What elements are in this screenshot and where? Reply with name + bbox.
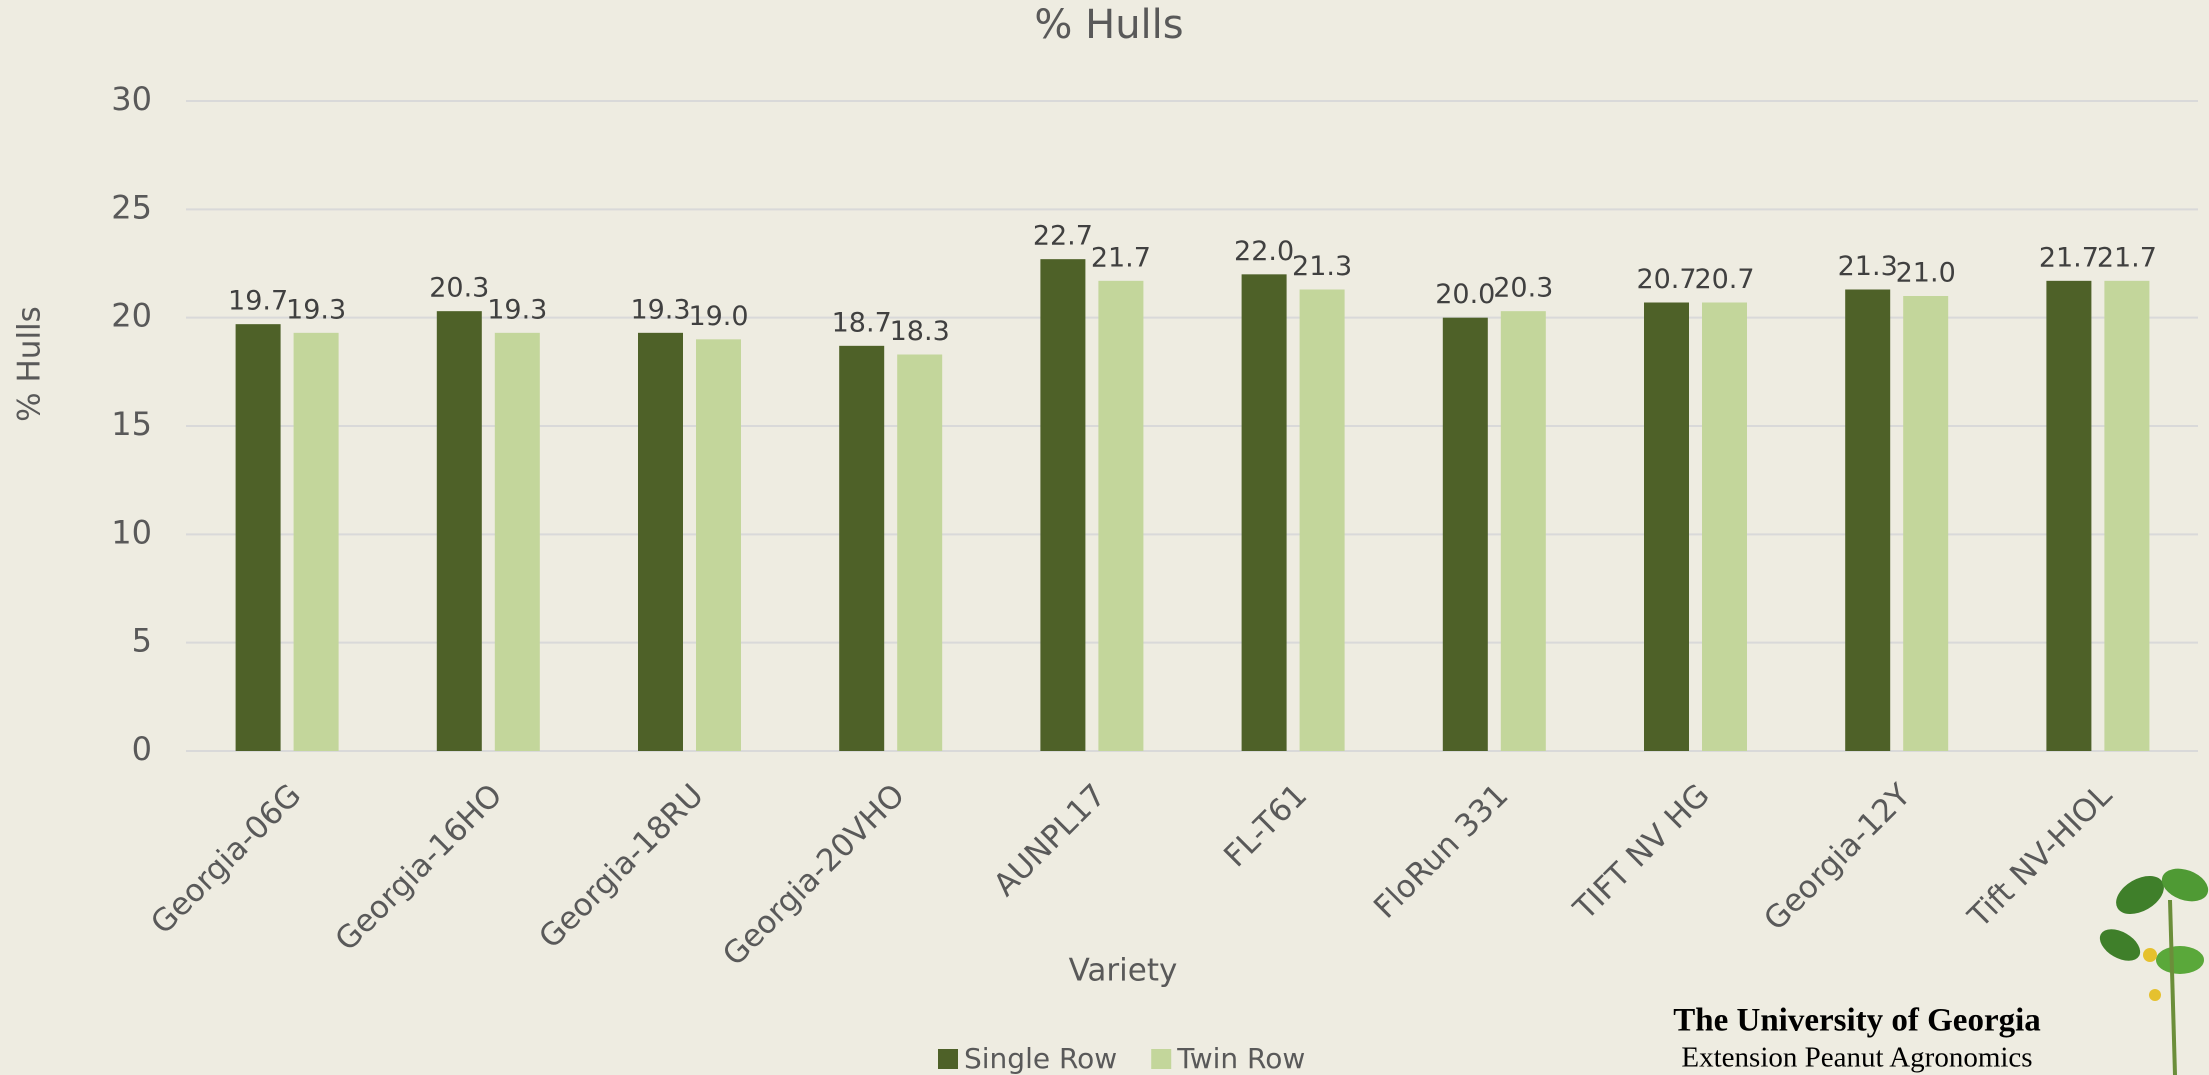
y-tick-label: 20: [111, 297, 152, 335]
bar: [1845, 290, 1890, 752]
data-label: 21.7: [1091, 242, 1151, 273]
bar: [437, 311, 482, 751]
y-axis-label: % Hulls: [12, 306, 48, 422]
data-label: 19.3: [286, 294, 346, 325]
bar: [1242, 274, 1287, 751]
bar: [1443, 318, 1488, 751]
data-label: 21.3: [1838, 251, 1898, 282]
bar: [294, 333, 339, 751]
bar: [1300, 290, 1345, 752]
legend-label: Twin Row: [1176, 1042, 1305, 1075]
data-label: 22.7: [1033, 221, 1093, 252]
bar: [1702, 303, 1747, 752]
data-label: 19.7: [228, 286, 288, 317]
data-label: 20.7: [1636, 264, 1696, 295]
y-tick-label: 25: [111, 188, 152, 226]
legend-swatch: [938, 1049, 958, 1069]
bar: [2046, 281, 2091, 751]
footer-title: The University of Georgia: [1673, 1003, 2041, 1039]
page: % Hulls % Hulls Variety The University o…: [0, 0, 2209, 1075]
data-label: 19.3: [630, 294, 690, 325]
data-label: 18.3: [890, 316, 950, 347]
bar: [897, 355, 942, 752]
bar: [1040, 259, 1085, 751]
data-label: 19.0: [688, 301, 748, 332]
data-label: 21.3: [1292, 251, 1352, 282]
data-label: 20.7: [1694, 264, 1754, 295]
bar: [2104, 281, 2149, 751]
data-label: 21.7: [2039, 242, 2099, 273]
y-tick-label: 30: [111, 80, 152, 118]
x-axis-label: Variety: [1069, 953, 1178, 989]
data-label: 18.7: [832, 307, 892, 338]
data-label: 20.0: [1435, 279, 1495, 310]
chart-title: % Hulls: [1034, 2, 1183, 48]
data-label: 22.0: [1234, 236, 1294, 267]
y-tick-label: 10: [111, 513, 152, 551]
data-label: 20.3: [1493, 273, 1553, 304]
y-tick-label: 5: [132, 622, 152, 660]
data-label: 21.7: [2097, 242, 2157, 273]
bar: [1903, 296, 1948, 751]
legend-label: Single Row: [964, 1042, 1117, 1075]
bar: [1644, 303, 1689, 752]
bar: [495, 333, 540, 751]
data-label: 21.0: [1896, 258, 1956, 289]
bar: [839, 346, 884, 751]
data-label: 20.3: [429, 273, 489, 304]
chart: % Hulls % Hulls Variety The University o…: [0, 0, 2209, 1075]
bar: [236, 324, 281, 751]
bar: [1501, 311, 1546, 751]
bar: [696, 339, 741, 751]
legend-swatch: [1151, 1049, 1171, 1069]
data-label: 19.3: [487, 294, 547, 325]
footer-subtitle: Extension Peanut Agronomics: [1681, 1042, 2032, 1074]
bar: [638, 333, 683, 751]
bar: [1098, 281, 1143, 751]
y-tick-label: 15: [111, 405, 152, 443]
y-tick-label: 0: [132, 730, 152, 768]
